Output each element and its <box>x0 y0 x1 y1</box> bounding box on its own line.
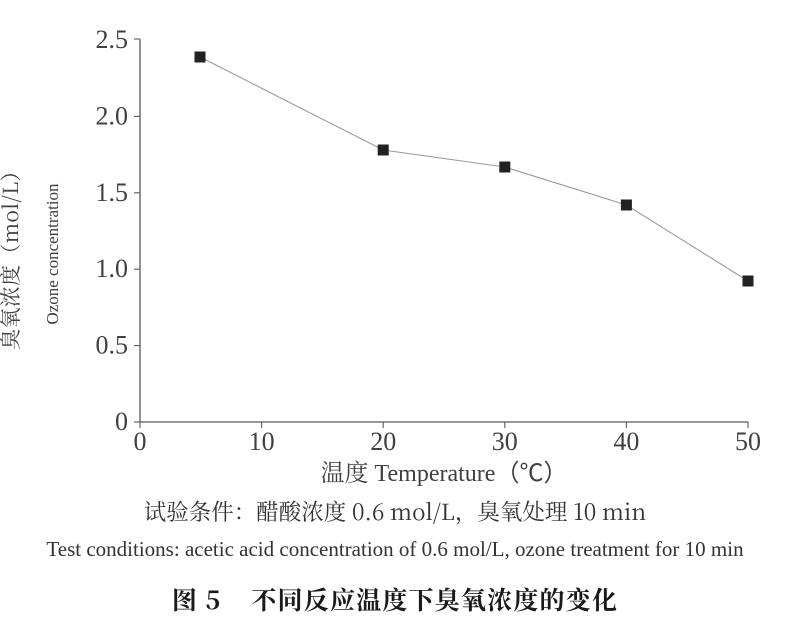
svg-text:0: 0 <box>115 407 128 436</box>
svg-text:1.5: 1.5 <box>96 178 129 207</box>
svg-text:50: 50 <box>735 427 761 456</box>
svg-text:1.0: 1.0 <box>96 254 129 283</box>
svg-text:2.0: 2.0 <box>96 101 129 130</box>
svg-text:0: 0 <box>134 427 147 456</box>
svg-text:2.5: 2.5 <box>96 25 129 54</box>
svg-text:10: 10 <box>249 427 275 456</box>
svg-text:0.5: 0.5 <box>96 331 129 360</box>
svg-text:20: 20 <box>370 427 396 456</box>
svg-text:30: 30 <box>492 427 518 456</box>
svg-text:40: 40 <box>613 427 639 456</box>
